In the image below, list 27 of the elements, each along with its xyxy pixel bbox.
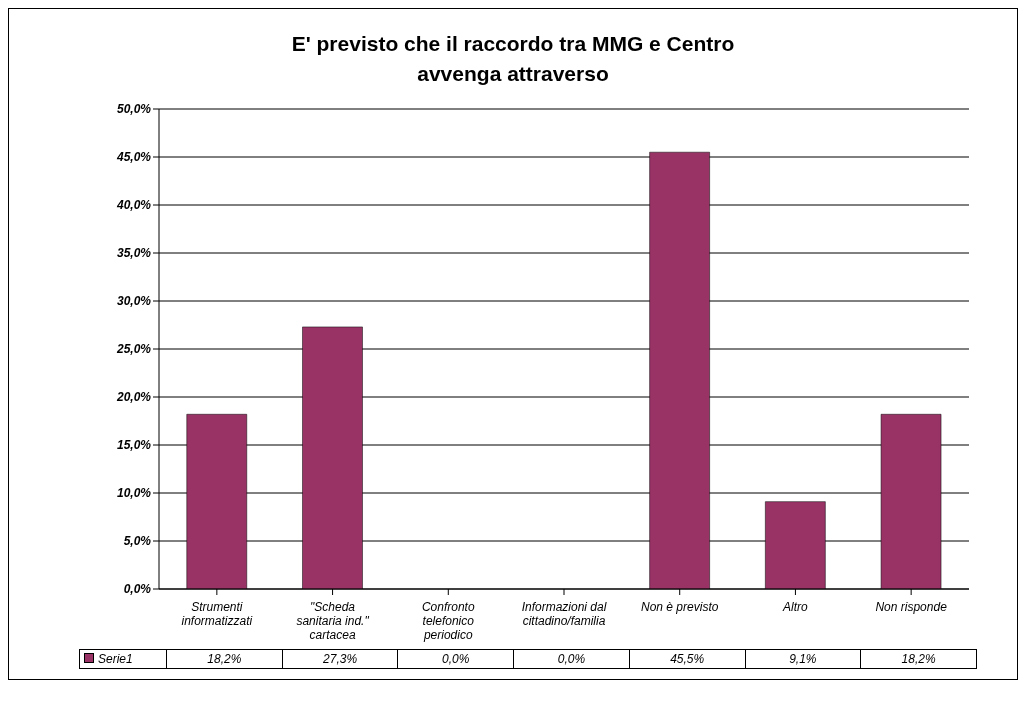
data-label: 9,1%	[745, 649, 861, 669]
x-tick-label: Confronto telefonico periodico	[421, 600, 475, 642]
x-tick-label: "Scheda sanitaria ind." cartacea	[296, 600, 370, 642]
data-label: 45,5%	[629, 649, 746, 669]
y-tick-label: 0,0%	[123, 582, 152, 597]
y-tick-label: 45,0%	[115, 150, 152, 165]
y-tick-label: 40,0%	[115, 198, 152, 213]
y-tick-label: 50,0%	[116, 102, 152, 117]
y-tick-label: 10,0%	[116, 486, 152, 501]
y-tick-label: 35,0%	[116, 246, 152, 261]
y-tick-label: 20,0%	[115, 390, 152, 405]
data-label: 18,2%	[860, 649, 977, 669]
data-label: 18,2%	[166, 649, 283, 669]
x-tick-label: Strumenti informatizzati	[181, 600, 253, 628]
y-tick-label: 5,0%	[123, 534, 152, 549]
x-tick-label: Non risponde	[875, 600, 948, 614]
x-tick-label: Altro	[782, 600, 809, 614]
legend-label: Serie1	[97, 652, 133, 666]
x-tick-label: Informazioni dal cittadino/familia	[521, 600, 607, 628]
y-tick-label: 30,0%	[116, 294, 152, 309]
y-tick-label: 25,0%	[115, 342, 152, 357]
data-label: 27,3%	[282, 649, 398, 669]
x-tick-label: Non è previsto	[641, 600, 719, 614]
y-tick-label: 15,0%	[116, 438, 152, 453]
data-label: 0,0%	[513, 649, 630, 669]
data-label: 0,0%	[397, 649, 514, 669]
chart-title: E' previsto che il raccordo tra MMG e Centro avvenga attraverso	[290, 31, 736, 87]
